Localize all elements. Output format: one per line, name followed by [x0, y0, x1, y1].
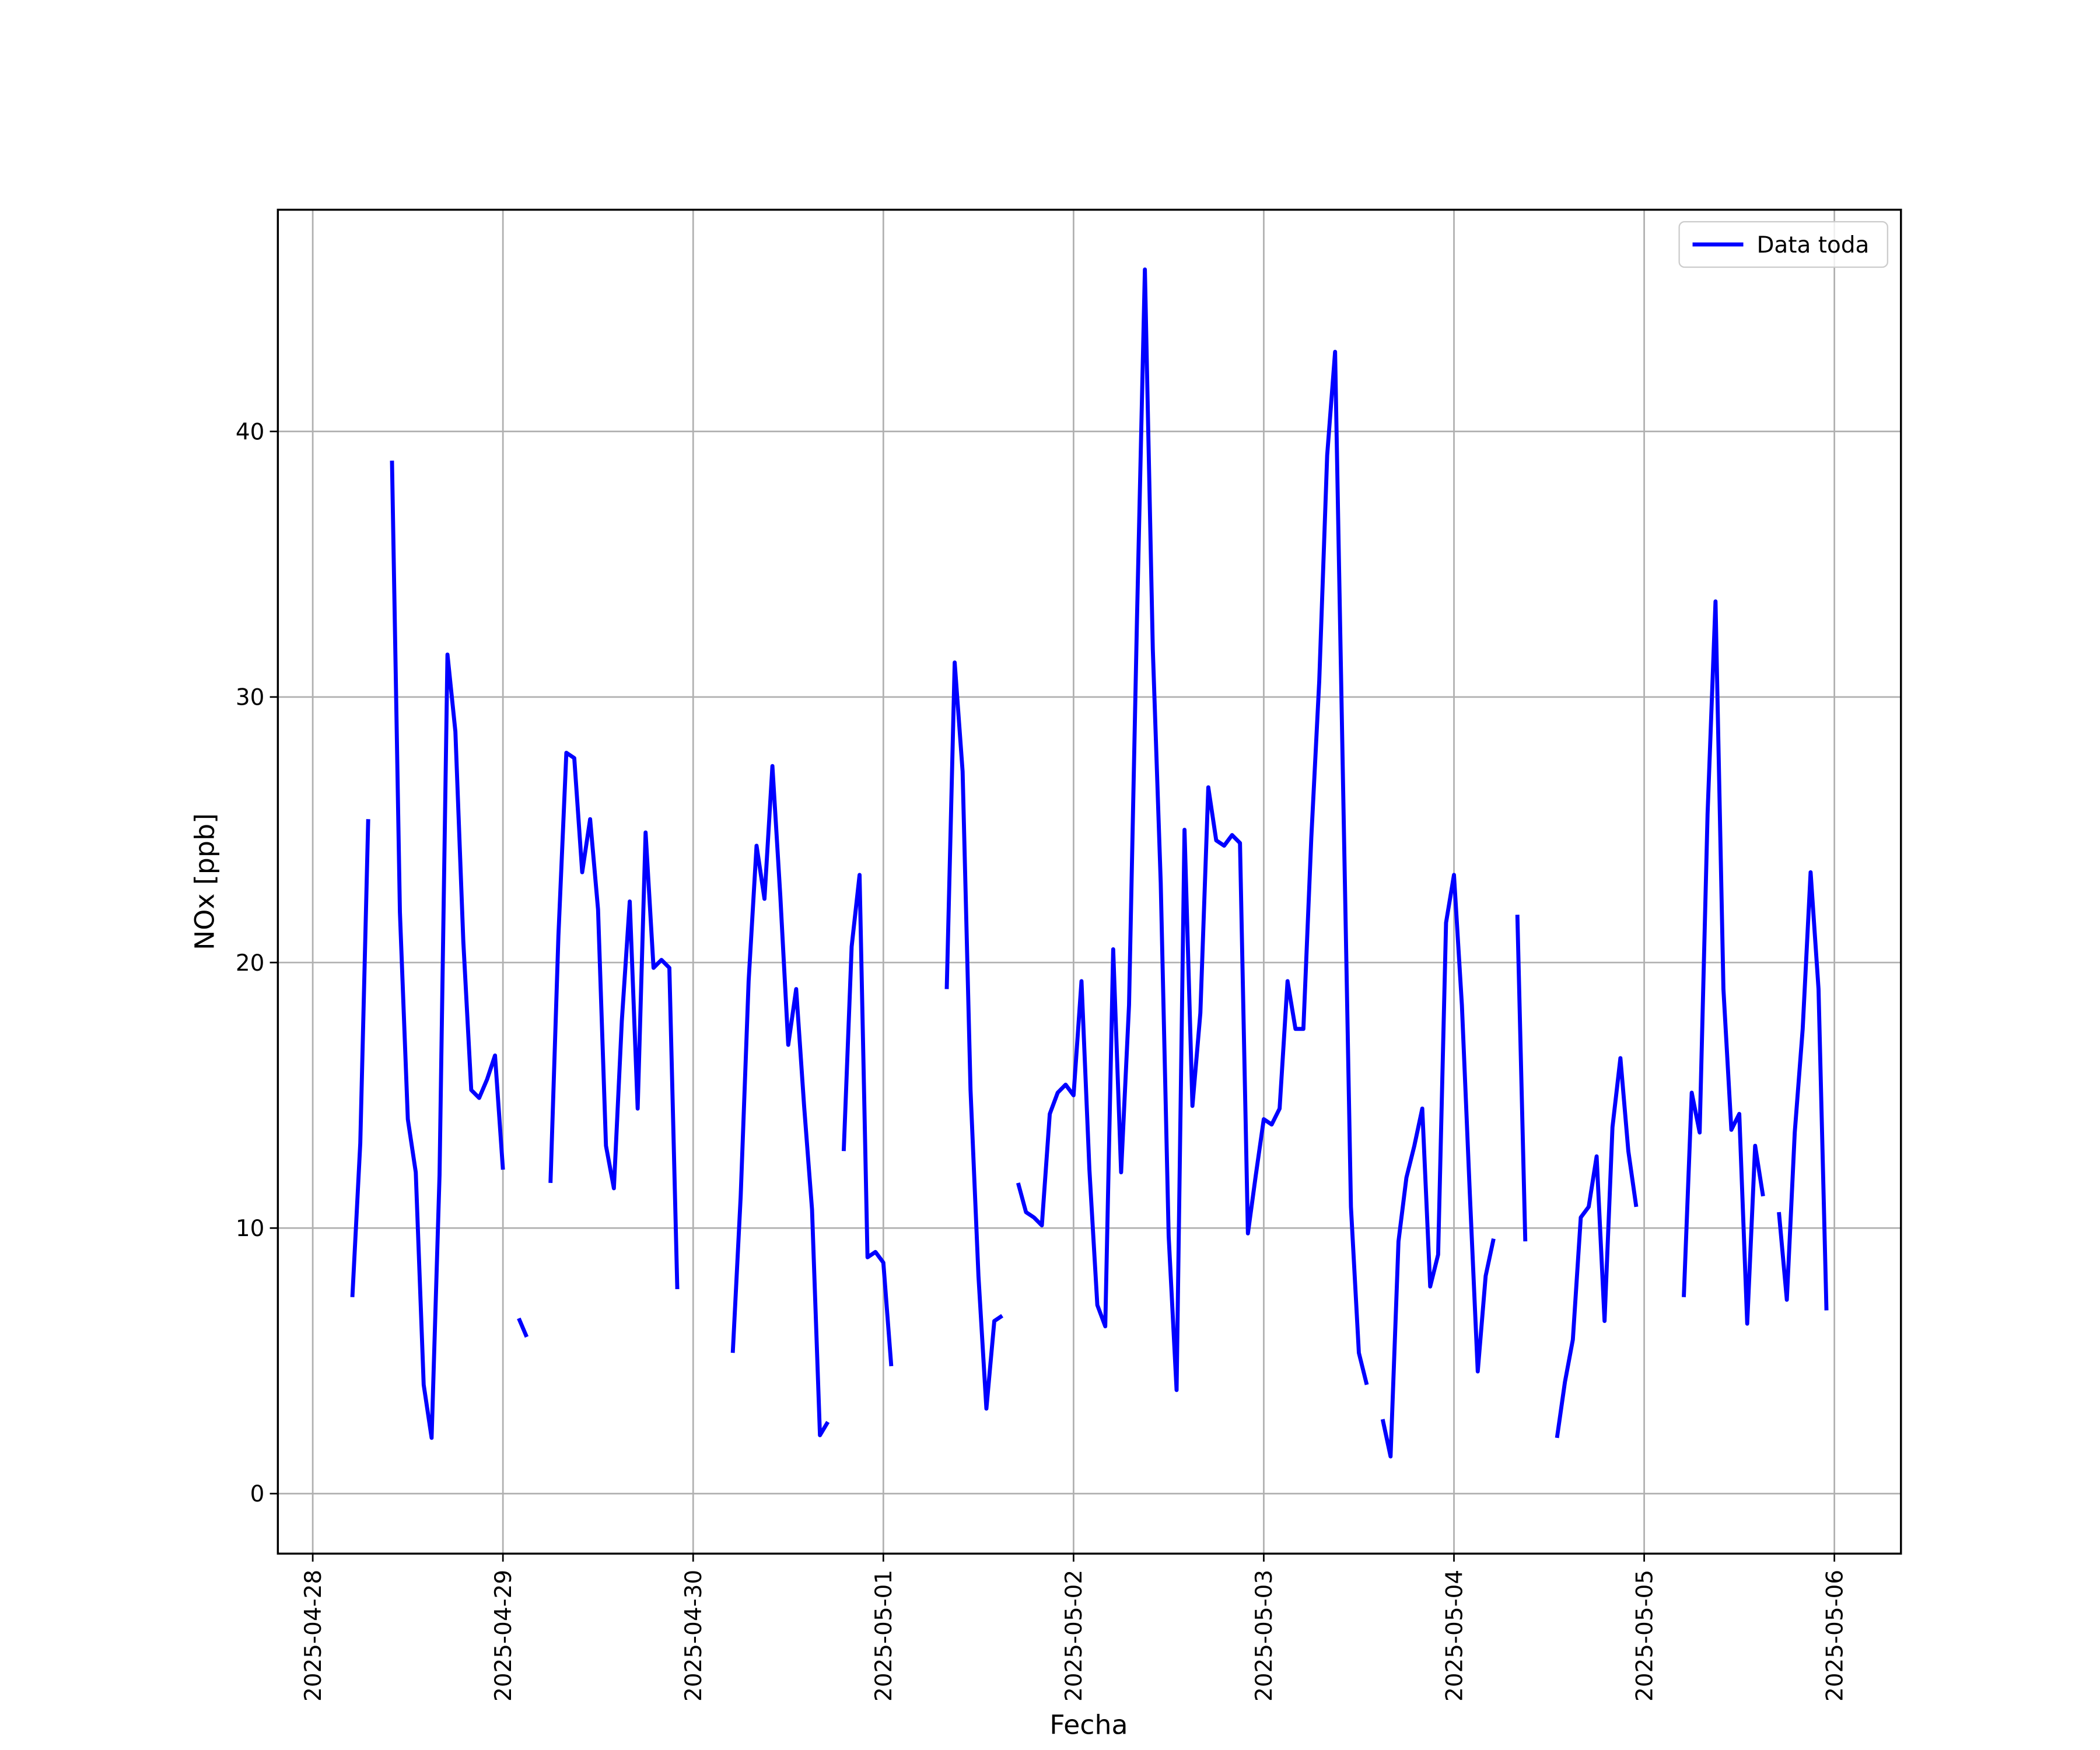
x-tick-label: 2025-05-03: [1251, 1570, 1278, 1702]
x-tick-label: 2025-04-29: [491, 1570, 517, 1702]
y-tick-label: 30: [236, 685, 265, 711]
y-tick-label: 40: [236, 419, 265, 445]
legend-label: Data toda: [1756, 232, 1869, 258]
y-tick-label: 10: [236, 1216, 265, 1242]
legend: Data toda: [1678, 221, 1889, 268]
legend-box: [1678, 221, 1889, 268]
x-tick-label: 2025-04-30: [681, 1570, 707, 1702]
y-tick-label: 0: [250, 1481, 265, 1507]
x-tick-label: 2025-05-06: [1822, 1570, 1848, 1702]
x-tick-label: 2025-05-05: [1632, 1570, 1658, 1702]
plot-frame: [276, 208, 1902, 1555]
x-tick-label: 2025-05-04: [1441, 1570, 1468, 1702]
y-axis-label: NOx [ppb]: [188, 813, 220, 950]
x-tick-label: 2025-05-01: [871, 1570, 897, 1702]
data-line: [350, 267, 1829, 1459]
y-tick-label: 20: [236, 950, 265, 977]
x-axis-label: Fecha: [1049, 1709, 1128, 1741]
x-tick-label: 2025-04-28: [300, 1570, 327, 1702]
x-tick-label: 2025-05-02: [1061, 1570, 1087, 1702]
